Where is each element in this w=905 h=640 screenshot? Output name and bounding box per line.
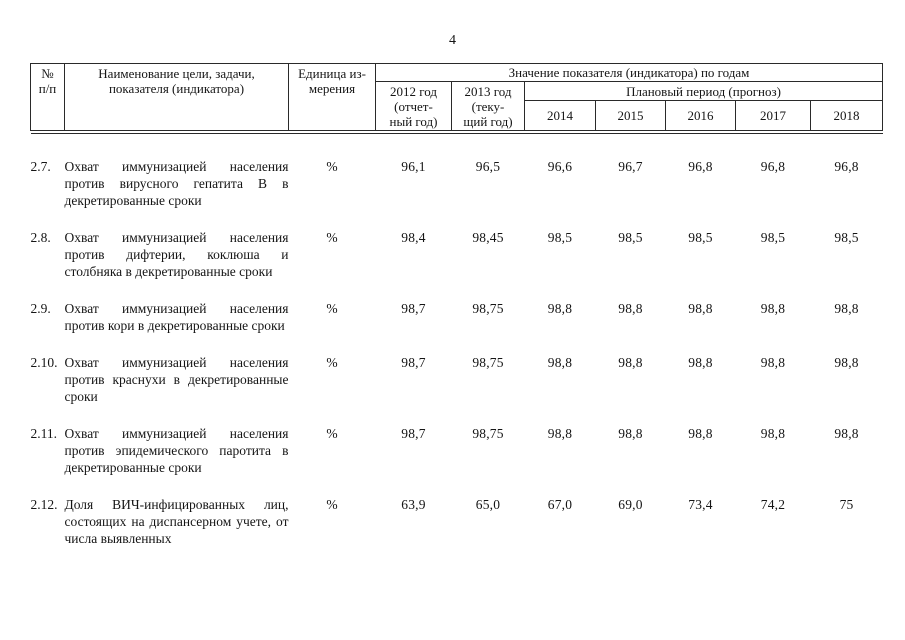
row-value-2014: 96,6: [547, 159, 573, 174]
page-number: 4: [449, 33, 456, 48]
row-value-2015: 98,8: [618, 355, 643, 370]
row-value-2017: 98,8: [760, 301, 786, 316]
row-value-2013: 98,75: [472, 355, 504, 370]
row-value-2013: 65,0: [475, 497, 501, 512]
row-value-2017: 74,2: [760, 497, 786, 512]
row-value-2018: 98,5: [834, 230, 859, 245]
row-value-2015: 98,8: [618, 426, 643, 441]
header-cell-year-2016: 2016: [665, 100, 736, 131]
header-cell-year-2014: 2014: [524, 100, 596, 131]
row-value-2017: 98,8: [760, 355, 786, 370]
row-unit: %: [326, 230, 338, 245]
row-value-2014: 98,8: [547, 355, 573, 370]
row-unit: %: [326, 355, 338, 370]
header-cell-2013: 2013 год (теку- щий год): [451, 81, 525, 131]
table-row: 2.8. Охват иммунизацией населения против…: [31, 229, 883, 300]
row-number: 2.11.: [30, 426, 58, 441]
row-value-2012: 98,4: [401, 230, 426, 245]
row-value-2015: 98,8: [618, 301, 643, 316]
row-value-2012: 98,7: [401, 355, 426, 370]
row-value-2016: 98,8: [688, 301, 713, 316]
indicators-table: № п/п Наименование цели, задачи, показат…: [30, 63, 884, 568]
row-value-2014: 67,0: [547, 497, 573, 512]
row-number: 2.9.: [30, 301, 51, 316]
table-row: 2.12. Доля ВИЧ-инфицированных лиц, состо…: [31, 496, 883, 567]
row-value-2014: 98,5: [547, 230, 573, 245]
row-value-2013: 98,75: [472, 426, 504, 441]
row-value-2015: 96,7: [618, 159, 643, 174]
row-number: 2.8.: [30, 230, 51, 245]
row-value-2018: 98,8: [834, 426, 859, 441]
row-value-2013: 98,75: [472, 301, 504, 316]
header-cell-values-group: Значение показателя (индикатора) по года…: [374, 63, 884, 82]
table-body: 2.7. Охват иммунизацией населения против…: [31, 134, 883, 568]
row-name: Доля ВИЧ-инфицированных лиц, состоящих н…: [64, 497, 289, 546]
row-value-2017: 98,8: [760, 426, 786, 441]
row-name: Охват иммунизацией населения против виру…: [64, 159, 289, 208]
row-unit: %: [326, 497, 338, 512]
row-value-2017: 98,5: [760, 230, 786, 245]
header-cell-name: Наименование цели, задачи, показателя (и…: [64, 63, 289, 131]
row-value-2015: 69,0: [618, 497, 643, 512]
table-row: 2.10. Охват иммунизацией населения проти…: [31, 354, 883, 425]
row-value-2012: 96,1: [401, 159, 426, 174]
row-value-2018: 96,8: [834, 159, 859, 174]
header-double-rule: [30, 130, 883, 134]
row-value-2016: 98,8: [688, 426, 713, 441]
header-cell-2012: 2012 год (отчет- ный год): [375, 81, 452, 131]
row-name: Охват иммунизацией населения против кори…: [64, 301, 289, 333]
row-value-2018: 75: [839, 497, 854, 512]
row-value-2012: 98,7: [401, 426, 426, 441]
header-cell-plan-group: Плановый период (прогноз): [523, 80, 884, 102]
row-name: Охват иммунизацией населения против крас…: [64, 355, 289, 404]
row-value-2016: 73,4: [688, 497, 713, 512]
row-value-2016: 98,8: [688, 355, 713, 370]
row-name: Охват иммунизацией населения против дифт…: [64, 230, 289, 279]
header-cell-unit: Единица из- мерения: [288, 63, 376, 131]
row-value-2015: 98,5: [618, 230, 643, 245]
row-value-2012: 98,7: [401, 301, 426, 316]
row-unit: %: [326, 159, 338, 174]
row-value-2018: 98,8: [834, 301, 859, 316]
row-value-2013: 98,45: [472, 230, 504, 245]
table-row: 2.7. Охват иммунизацией населения против…: [31, 134, 883, 230]
row-value-2016: 96,8: [688, 159, 713, 174]
table-row: 2.11. Охват иммунизацией населения проти…: [31, 425, 883, 496]
header-cell-year-2018: 2018: [809, 100, 884, 131]
row-number: 2.12.: [30, 497, 58, 512]
header-cell-year-2015: 2015: [595, 100, 666, 131]
row-value-2014: 98,8: [547, 301, 573, 316]
header-cell-number: № п/п: [30, 63, 65, 131]
row-value-2012: 63,9: [401, 497, 426, 512]
row-unit: %: [326, 426, 338, 441]
row-number: 2.10.: [30, 355, 58, 370]
table-header: № п/п Наименование цели, задачи, показат…: [30, 63, 884, 131]
table-row: 2.9. Охват иммунизацией населения против…: [31, 300, 883, 354]
rule-line: [30, 130, 883, 134]
row-unit: %: [326, 301, 338, 316]
row-number: 2.7.: [30, 159, 51, 174]
row-value-2016: 98,5: [688, 230, 713, 245]
header-cell-year-2017: 2017: [735, 100, 811, 131]
row-name: Охват иммунизацией населения против эпид…: [64, 426, 289, 475]
row-value-2018: 98,8: [834, 355, 859, 370]
row-value-2014: 98,8: [547, 426, 573, 441]
row-value-2017: 96,8: [760, 159, 786, 174]
row-value-2013: 96,5: [475, 159, 501, 174]
